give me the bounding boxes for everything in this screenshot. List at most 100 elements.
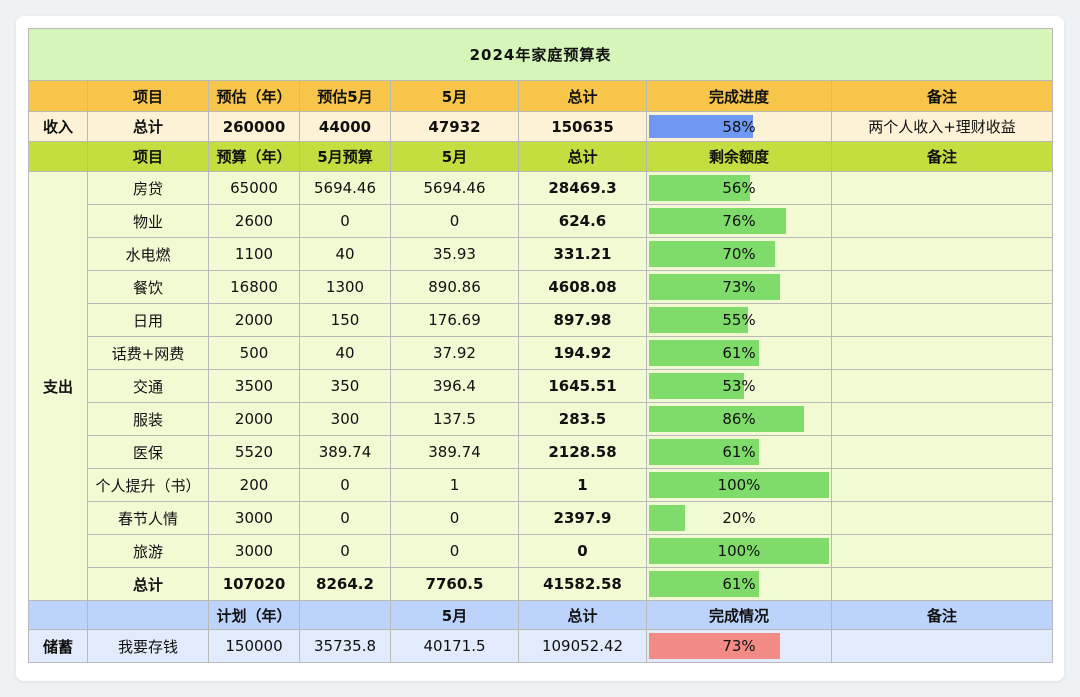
savings-header-cell: 总计 [518, 600, 647, 630]
expense-total: 2397.9 [518, 501, 647, 535]
expense-total: 4608.08 [518, 270, 647, 304]
expense-remaining-cell: 56% [646, 171, 832, 205]
expense-total-item: 总计 [87, 567, 209, 601]
expense-item: 春节人情 [87, 501, 209, 535]
progress-label: 70% [722, 245, 756, 263]
expense-row: 支出 房贷 65000 5694.46 5694.46 28469.3 56% [28, 171, 1053, 601]
savings-header-cell [299, 600, 391, 630]
savings-header-cell: 5月 [390, 600, 519, 630]
expense-remaining-cell: 53% [646, 369, 832, 403]
expense-annual: 2000 [208, 303, 300, 337]
expense-note [831, 204, 1053, 238]
expense-item: 房贷 [87, 171, 209, 205]
expense-may: 37.92 [390, 336, 519, 370]
income-may: 47932 [390, 111, 519, 142]
expense-total-total: 41582.58 [518, 567, 647, 601]
expense-budget-may: 150 [299, 303, 391, 337]
expense-may: 396.4 [390, 369, 519, 403]
expense-total-annual: 107020 [208, 567, 300, 601]
progress-label: 58% [722, 117, 756, 136]
expense-budget-may: 5694.46 [299, 171, 391, 205]
expense-header-cell: 5月 [390, 141, 519, 172]
income-note: 两个人收入+理财收益 [831, 111, 1053, 142]
expense-note [831, 171, 1053, 205]
progress-label: 86% [722, 410, 756, 428]
expense-remaining-cell: 61% [646, 435, 832, 469]
expense-header-blank [28, 141, 88, 172]
expense-budget-may: 40 [299, 237, 391, 271]
expense-annual: 1100 [208, 237, 300, 271]
expense-total-row: 总计 107020 8264.2 7760.5 41582.58 61% [29, 567, 1053, 601]
expense-remaining-cell: 73% [646, 270, 832, 304]
expense-may: 137.5 [390, 402, 519, 436]
expense-annual: 2600 [208, 204, 300, 238]
expense-header-cell: 备注 [831, 141, 1053, 172]
expense-annual: 65000 [208, 171, 300, 205]
income-annual: 260000 [208, 111, 300, 142]
expense-note [831, 303, 1053, 337]
expense-total: 331.21 [518, 237, 647, 271]
expense-total: 194.92 [518, 336, 647, 370]
expense-note [831, 237, 1053, 271]
expense-row: 旅游 3000 0 0 0 100% [29, 534, 1053, 568]
progress-bar-fill [649, 373, 745, 399]
progress-label: 56% [722, 179, 756, 197]
progress-bar-fill [649, 115, 754, 138]
expense-item: 医保 [87, 435, 209, 469]
expense-row: 交通 3500 350 396.4 1645.51 53% [29, 369, 1053, 403]
savings-header-cell [87, 600, 209, 630]
expense-section-label: 支出 [28, 171, 88, 601]
progress-label: 73% [722, 637, 756, 655]
income-row: 收入 总计 260000 44000 47932 150635 58% 两个人收入+理财收益 [28, 111, 1053, 142]
progress-bar-fill [649, 633, 781, 659]
expense-may: 389.74 [390, 435, 519, 469]
savings-may: 40171.5 [390, 629, 519, 663]
expense-item: 话费+网费 [87, 336, 209, 370]
progress-bar-fill [649, 571, 759, 597]
expense-item: 旅游 [87, 534, 209, 568]
income-header-cell: 完成进度 [646, 80, 832, 112]
expense-total-may: 7760.5 [390, 567, 519, 601]
progress-bar-fill [649, 340, 759, 366]
income-header-cell: 项目 [87, 80, 209, 112]
expense-note [831, 501, 1053, 535]
progress-label: 100% [717, 542, 761, 560]
expense-row: 物业 2600 0 0 624.6 76% [29, 204, 1053, 238]
expense-header-row: 项目 预算（年） 5月预算 5月 总计 剩余额度 备注 [28, 141, 1053, 172]
progress-bar-fill [649, 505, 685, 531]
expense-header-cell: 预算（年） [208, 141, 300, 172]
progress-bar-fill [649, 307, 748, 333]
income-header-cell: 总计 [518, 80, 647, 112]
income-header-blank [28, 80, 88, 112]
expense-budget-may: 0 [299, 468, 391, 502]
expense-total: 0 [518, 534, 647, 568]
savings-header-blank [28, 600, 88, 630]
expense-annual: 500 [208, 336, 300, 370]
income-header-row: 项目 预估（年） 预估5月 5月 总计 完成进度 备注 [28, 80, 1053, 112]
expense-row: 个人提升（书） 200 0 1 1 100% [29, 468, 1053, 502]
expense-note [831, 270, 1053, 304]
savings-section-label: 储蓄 [28, 629, 88, 663]
expense-annual: 200 [208, 468, 300, 502]
savings-header-row: 计划（年） 5月 总计 完成情况 备注 [28, 600, 1053, 630]
progress-label: 55% [722, 311, 756, 329]
expense-remaining-cell: 86% [646, 402, 832, 436]
progress-label: 53% [722, 377, 756, 395]
savings-annual: 150000 [208, 629, 300, 663]
income-header-cell: 备注 [831, 80, 1053, 112]
expense-remaining-cell: 100% [646, 534, 832, 568]
expense-may: 890.86 [390, 270, 519, 304]
expense-header-cell: 剩余额度 [646, 141, 832, 172]
income-item: 总计 [87, 111, 209, 142]
progress-label: 61% [722, 344, 756, 362]
expense-total-note [831, 567, 1053, 601]
expense-item: 水电燃 [87, 237, 209, 271]
expense-remaining-cell: 76% [646, 204, 832, 238]
savings-note [831, 629, 1053, 663]
expense-note [831, 468, 1053, 502]
expense-note [831, 534, 1053, 568]
expense-may: 0 [390, 534, 519, 568]
expense-remaining-cell: 61% [646, 336, 832, 370]
progress-label: 61% [722, 575, 756, 593]
expense-note [831, 402, 1053, 436]
